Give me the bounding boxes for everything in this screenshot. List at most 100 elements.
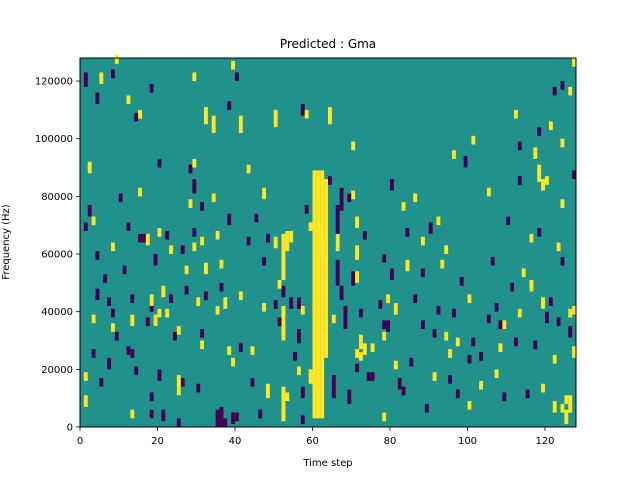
heatmap-cell-high — [215, 305, 220, 315]
heatmap-cell-high — [273, 109, 278, 128]
heatmap-cell-low — [339, 187, 344, 211]
heatmap-cell-low — [510, 282, 515, 292]
x-tick-label: 100 — [458, 436, 477, 447]
heatmap-cell-low — [130, 349, 135, 358]
heatmap-cell-high — [432, 372, 437, 381]
heatmap-cell-high — [440, 259, 445, 269]
heatmap-cell-high — [448, 349, 453, 358]
heatmap-cell-high — [382, 331, 387, 341]
heatmap-cell-low — [130, 294, 135, 304]
heatmap-cell-high — [533, 147, 538, 159]
heatmap-cell-low — [192, 228, 197, 237]
heatmap-cell-high — [572, 346, 577, 358]
heatmap-cell-high — [215, 230, 220, 240]
heatmap-cell-low — [355, 363, 360, 373]
heatmap-cell-low — [262, 256, 267, 266]
heatmap-cell-high — [324, 179, 329, 358]
heatmap-cell-low — [107, 297, 112, 306]
heatmap-cell-low — [157, 158, 162, 168]
heatmap-cell-high — [297, 366, 301, 376]
heatmap-cell-low — [219, 282, 224, 292]
heatmap-cell-low — [490, 256, 495, 266]
chart-title: Predicted : Gma — [280, 37, 376, 51]
y-tick-label: 60000 — [41, 250, 73, 261]
heatmap-cell-low — [370, 372, 375, 381]
heatmap-cell-low — [107, 357, 112, 370]
heatmap-cell-low — [424, 403, 429, 413]
heatmap-cell-low — [331, 375, 336, 399]
heatmap-cell-low — [498, 320, 503, 329]
y-tick-label: 40000 — [41, 307, 73, 318]
heatmap-cell-high — [436, 216, 441, 226]
heatmap-cell-high — [529, 233, 534, 243]
heatmap-cell-high — [219, 259, 224, 269]
heatmap-cell-low — [359, 308, 363, 318]
heatmap-cell-high — [231, 60, 236, 70]
high-value-cells — [83, 55, 577, 425]
y-axis-label: Frequency (Hz) — [1, 204, 12, 280]
heatmap-cell-high — [564, 395, 569, 404]
heatmap-cell-low — [409, 357, 414, 367]
heatmap-cell-low — [157, 369, 162, 381]
heatmap-cell-low — [382, 320, 387, 329]
heatmap-cell-low — [227, 213, 232, 226]
heatmap-cell-low — [335, 205, 340, 246]
heatmap-cell-low — [180, 245, 185, 255]
heatmap-cell-high — [382, 412, 387, 422]
heatmap-cell-high — [204, 262, 208, 275]
heatmap-cell-low — [517, 176, 522, 185]
heatmap-cell-high — [281, 386, 286, 422]
heatmap-cell-high — [111, 323, 115, 332]
heatmap-cell-high — [455, 337, 460, 347]
heatmap-cell-high — [273, 236, 278, 249]
heatmap-cell-low — [134, 112, 139, 122]
heatmap-cell-low — [494, 303, 499, 312]
heatmap-cell-high — [192, 242, 197, 252]
heatmap-cell-low — [266, 233, 270, 243]
heatmap-cell-low — [215, 409, 220, 427]
heatmap-cell-low — [99, 377, 104, 387]
y-tick-label: 20000 — [41, 365, 73, 376]
heatmap-cell-high — [316, 170, 321, 419]
heatmap-cell-high — [560, 138, 565, 148]
heatmap-cell-high — [289, 230, 294, 243]
heatmap-cell-low — [471, 337, 476, 347]
heatmap-cell-low — [514, 337, 518, 347]
heatmap-cell-high — [467, 401, 472, 410]
heatmap-cell-low — [533, 340, 538, 350]
heatmap-cell-low — [149, 83, 154, 93]
heatmap-cell-high — [250, 346, 255, 355]
heatmap-cell-low — [362, 230, 367, 240]
heatmap-cell-high — [157, 308, 162, 318]
heatmap-cell-low — [390, 179, 394, 191]
heatmap-cell-high — [300, 305, 305, 315]
heatmap-cell-high — [386, 294, 391, 304]
heatmap-cell-low — [537, 228, 542, 237]
heatmap-cell-high — [359, 352, 363, 361]
y-tick-label: 120000 — [35, 77, 73, 88]
heatmap-cell-low — [149, 409, 154, 419]
heatmap-cell-low — [165, 230, 170, 240]
heatmap-cell-high — [281, 305, 286, 341]
heatmap-cell-high — [467, 294, 472, 304]
heatmap-cell-low — [149, 392, 154, 402]
heatmap-cell-low — [479, 352, 484, 361]
heatmap-cell-high — [83, 372, 88, 381]
heatmap-cell-low — [238, 343, 243, 353]
heatmap-cell-high — [176, 375, 181, 396]
heatmap-cell-low — [111, 69, 115, 79]
heatmap-cell-low — [335, 259, 340, 286]
heatmap-cell-high — [91, 216, 96, 226]
heatmap-cell-high — [184, 265, 189, 275]
heatmap-cell-low — [118, 193, 123, 203]
heatmap-cell-low — [428, 222, 433, 234]
low-value-cells — [83, 69, 577, 427]
heatmap-cell-low — [293, 352, 298, 361]
heatmap-cell-low — [95, 251, 100, 260]
x-tick-label: 0 — [77, 436, 83, 447]
heatmap-cell-high — [176, 326, 181, 335]
heatmap-cell-low — [347, 193, 352, 203]
heatmap-cell-low — [568, 326, 573, 338]
heatmap-cell-high — [149, 294, 154, 306]
heatmap-cell-low — [176, 418, 181, 427]
